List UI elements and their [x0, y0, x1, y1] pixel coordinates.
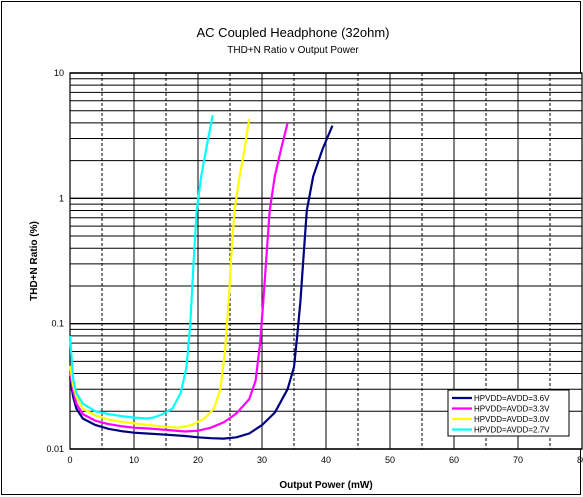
legend: HPVDD=AVDD=3.6VHPVDD=AVDD=3.3VHPVDD=AVDD… — [447, 389, 570, 437]
series-line-1 — [68, 122, 289, 433]
series-line-2 — [68, 118, 251, 429]
y-axis-label: THD+N Ratio (%) — [29, 221, 40, 301]
x-tick-label: 70 — [513, 455, 523, 465]
y-tick-label: 0.01 — [46, 444, 64, 454]
y-tick-label: 10 — [54, 68, 64, 78]
series-line-0 — [68, 125, 334, 440]
legend-entry: HPVDD=AVDD=3.3V — [474, 405, 550, 414]
tick-labels: 0 10 20 30 40 50 60 70 80 0.01 0.1 1 10 — [46, 68, 583, 465]
chart-subtitle: THD+N Ratio v Output Power — [227, 45, 359, 56]
series-lines — [68, 115, 334, 440]
x-tick-label: 30 — [257, 455, 267, 465]
legend-entry: HPVDD=AVDD=3.0V — [474, 415, 550, 424]
x-tick-label: 80 — [577, 455, 583, 465]
chart-title: AC Coupled Headphone (32ohm) — [197, 25, 390, 40]
x-tick-label: 20 — [193, 455, 203, 465]
plot-border — [69, 72, 583, 450]
x-tick-label: 50 — [385, 455, 395, 465]
y-tick-label: 1 — [59, 193, 64, 203]
x-axis-label: Output Power (mW) — [279, 480, 372, 491]
series-line-3 — [68, 115, 214, 420]
legend-entry: HPVDD=AVDD=3.6V — [474, 394, 550, 403]
x-tick-label: 40 — [321, 455, 331, 465]
x-tick-label: 0 — [67, 455, 72, 465]
x-tick-label: 10 — [129, 455, 139, 465]
x-tick-label: 60 — [449, 455, 459, 465]
legend-entry: HPVDD=AVDD=2.7V — [474, 426, 550, 435]
grid-lines — [69, 72, 583, 450]
y-tick-label: 0.1 — [51, 319, 64, 329]
